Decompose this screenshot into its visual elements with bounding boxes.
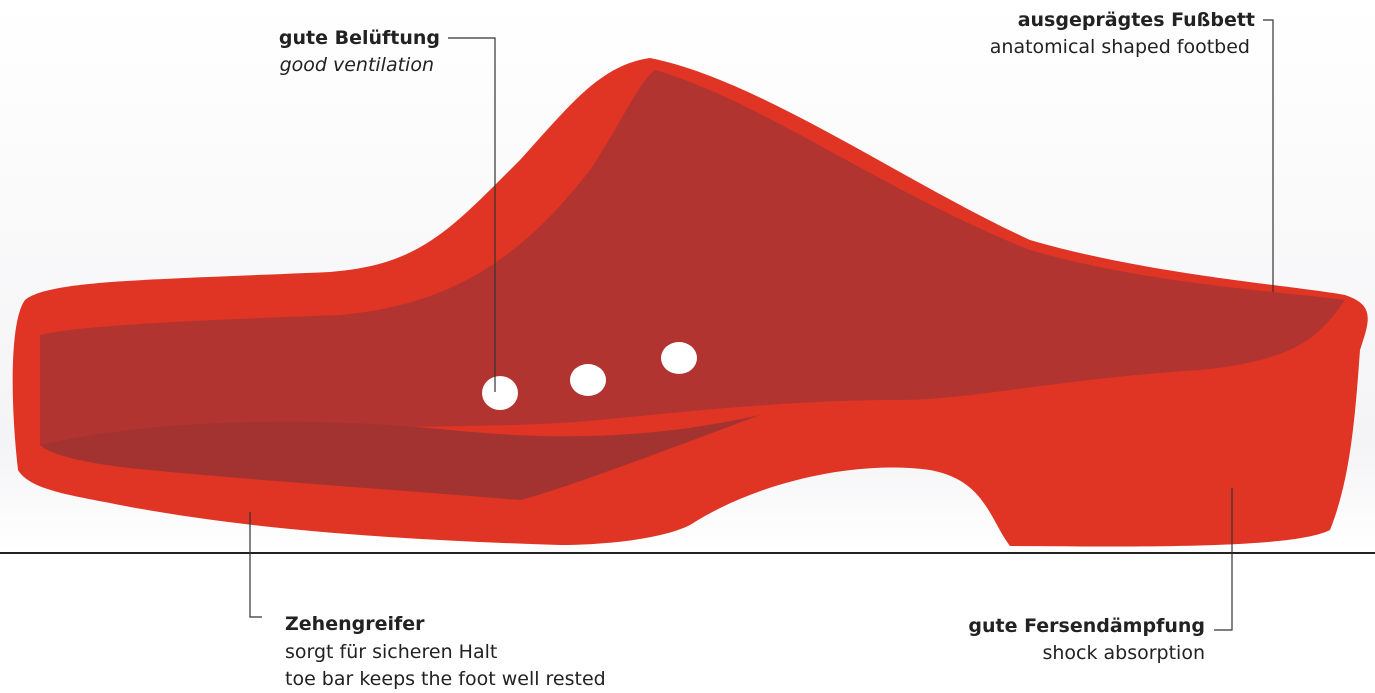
callout-text: good ventilation <box>280 54 434 76</box>
callout-text: shock absorption <box>1042 642 1205 664</box>
callout-title: gute Belüftung <box>279 27 440 49</box>
diagram: gute Belüftung good ventilation ausgeprä… <box>0 0 1375 693</box>
callout-text: toe bar keeps the foot well rested <box>285 668 606 690</box>
callout-title: ausgeprägtes Fußbett <box>1018 9 1255 31</box>
callout-text: sorgt für sicheren Halt <box>285 641 497 663</box>
callout-title: Zehengreifer <box>285 613 425 635</box>
callout-title: gute Fersendämpfung <box>968 615 1205 637</box>
callout-text: anatomical shaped footbed <box>990 36 1250 58</box>
